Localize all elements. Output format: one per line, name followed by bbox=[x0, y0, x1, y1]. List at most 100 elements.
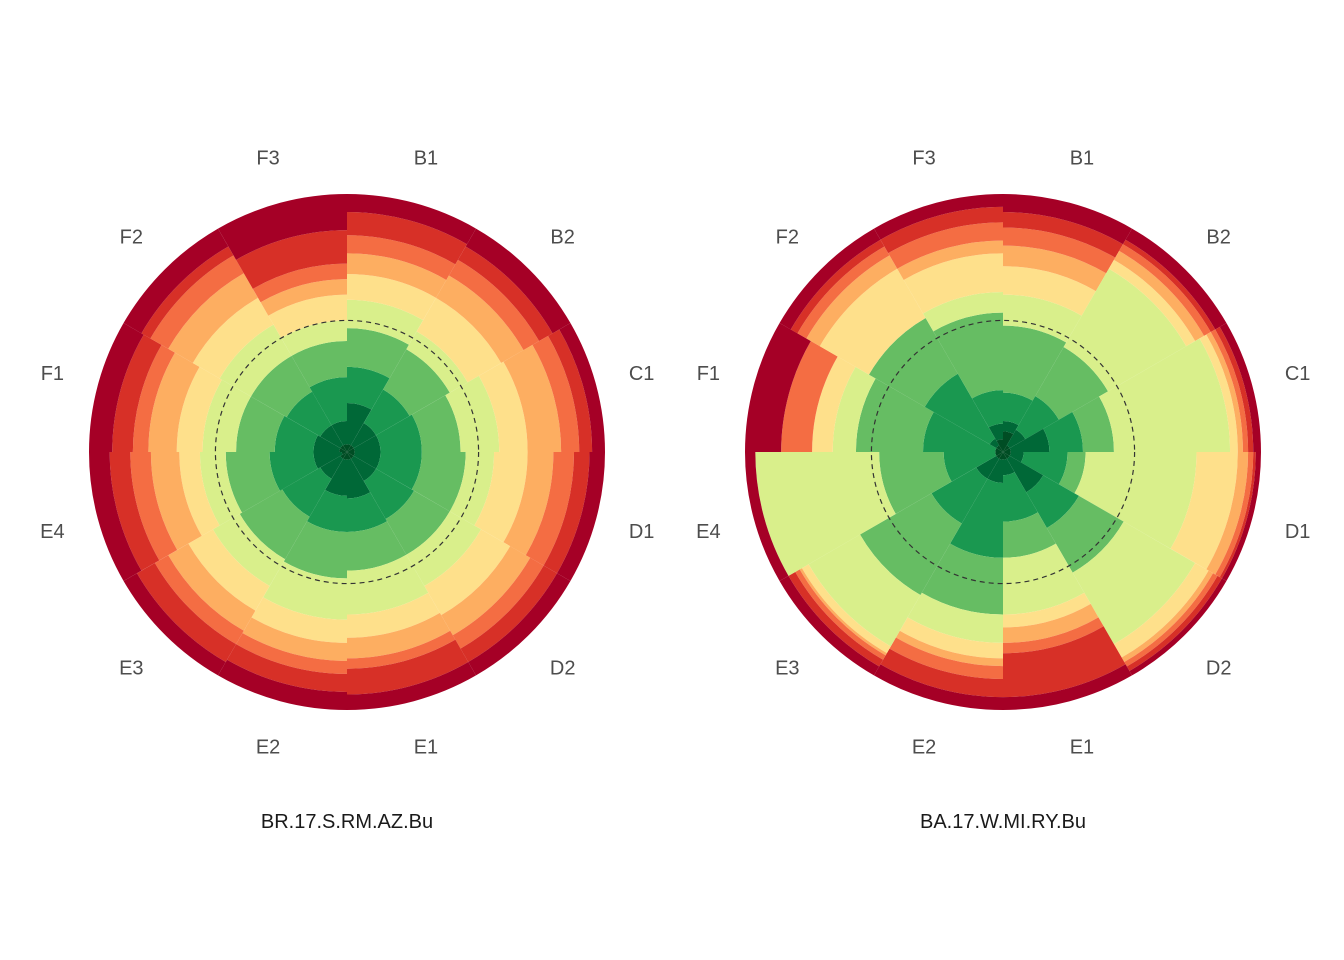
bar-segment-d1-level-6 bbox=[1170, 452, 1238, 570]
category-label-b2: B2 bbox=[550, 226, 574, 248]
bar-segment-e3-level-4 bbox=[860, 493, 962, 595]
chart-title-right: BA.17.W.MI.RY.Bu bbox=[920, 811, 1086, 833]
bar-segment-c1-level-8 bbox=[1210, 329, 1249, 452]
bar-segment-f2-level-10 bbox=[779, 228, 881, 330]
bar-segment-e3-level-8 bbox=[795, 569, 886, 660]
bar-segment-b1-level-7 bbox=[1003, 245, 1107, 292]
bar-segment-d2-level-6 bbox=[424, 529, 511, 616]
bar-segment-e3-level-9 bbox=[136, 562, 237, 663]
bar-segment-f2-level-3 bbox=[924, 373, 996, 445]
bar-segment-e3-level-6 bbox=[188, 529, 270, 611]
bar-segment-f1-level-6 bbox=[812, 356, 856, 452]
bar-segment-b2-level-6 bbox=[416, 297, 502, 383]
bar-segment-e2-level-2 bbox=[325, 458, 347, 496]
bar-segment-b1-level-8 bbox=[347, 235, 456, 280]
bar-segment-f3-level-8 bbox=[252, 263, 347, 303]
bar-segment-f3-level-7 bbox=[897, 240, 1003, 280]
bar-segment-d1-level-7 bbox=[503, 452, 554, 556]
category-label-c1: C1 bbox=[629, 363, 655, 385]
bar-segment-b2-level-3 bbox=[363, 389, 410, 436]
bar-segment-b2-level-9 bbox=[1122, 239, 1216, 333]
bar-segment-e4-level-3 bbox=[943, 452, 997, 482]
category-label-e3: E3 bbox=[119, 658, 143, 680]
bar-segment-f3-level-2 bbox=[331, 421, 347, 446]
bar-segment-b2-level-1 bbox=[347, 445, 354, 452]
category-label-b1: B1 bbox=[1070, 147, 1094, 169]
bar-segment-d1-level-4 bbox=[1058, 452, 1086, 494]
bar-segment-e3-level-8 bbox=[154, 555, 244, 645]
bar-segment-d2-level-5 bbox=[1072, 521, 1196, 645]
bar-segment-f2-level-4 bbox=[868, 317, 958, 407]
bar-segment-e2-level-10 bbox=[874, 664, 1003, 710]
bar-segment-f2-level-8 bbox=[797, 246, 890, 339]
bar-segment-f1-level-9 bbox=[112, 334, 162, 452]
bar-segment-f1-level-4 bbox=[236, 396, 285, 452]
bar-segment-b2-level-7 bbox=[436, 275, 524, 363]
bar-segment-e1-level-6 bbox=[347, 592, 440, 638]
bar-segment-d1-level-2 bbox=[353, 452, 381, 469]
bar-segment-f1-level-4 bbox=[855, 378, 934, 452]
bar-segment-d2-level-10 bbox=[1129, 578, 1227, 676]
bar-segment-b1-level-2 bbox=[347, 402, 372, 446]
bar-segment-e4-level-6 bbox=[179, 452, 220, 536]
bar-segment-f2-level-1 bbox=[340, 445, 347, 452]
bar-segment-f3-level-6 bbox=[268, 294, 347, 339]
bar-segment-e4-level-7 bbox=[150, 452, 202, 551]
bar-segment-e1-level-6 bbox=[1003, 592, 1091, 628]
bar-segment-d1-level-3 bbox=[1020, 452, 1068, 485]
bar-segment-f3-level-1 bbox=[996, 439, 1003, 452]
category-label-e1: E1 bbox=[1070, 737, 1094, 759]
bar-segment-b2-level-4 bbox=[1035, 346, 1109, 420]
bar-segment-e1-level-4 bbox=[1003, 512, 1056, 558]
bar-segment-b1-level-5 bbox=[1003, 294, 1082, 343]
bar-segment-e3-level-10 bbox=[123, 573, 226, 676]
bar-segment-c1-level-7 bbox=[1206, 332, 1243, 452]
bar-segment-b2-level-10 bbox=[465, 228, 571, 334]
bar-segment-c1-level-4 bbox=[1072, 396, 1114, 452]
bar-segment-c1-level-10 bbox=[559, 323, 605, 452]
bar-segment-f3-level-10 bbox=[874, 194, 1003, 240]
bar-segment-f3-level-8 bbox=[888, 222, 1003, 269]
bar-segment-e3-level-4 bbox=[239, 489, 310, 560]
bar-segment-e4-level-10 bbox=[745, 452, 789, 581]
bar-segment-d1-level-1 bbox=[347, 452, 355, 456]
bar-segment-b1-level-3 bbox=[347, 366, 390, 410]
bar-segment-e2-level-9 bbox=[880, 648, 1003, 698]
bar-segment-e1-level-4 bbox=[347, 521, 407, 571]
bar-segment-e2-level-6 bbox=[899, 617, 1003, 659]
bar-segment-b2-level-2 bbox=[350, 422, 377, 449]
bar-segment-e2-level-10 bbox=[218, 659, 347, 710]
bar-segment-d2-level-2 bbox=[350, 455, 377, 482]
bar-segment-e2-level-6 bbox=[251, 597, 347, 643]
bar-segment-e1-level-5 bbox=[347, 554, 429, 615]
bar-segment-c1-level-3 bbox=[1043, 412, 1083, 452]
bar-segment-e2-level-9 bbox=[227, 644, 347, 692]
bar-segment-d2-level-9 bbox=[1126, 575, 1222, 671]
bar-segment-f3-level-9 bbox=[880, 206, 1003, 254]
bar-segment-f1-level-8 bbox=[132, 344, 175, 452]
bar-segment-b1-level-9 bbox=[1003, 212, 1123, 258]
bar-segment-e3-level-6 bbox=[801, 564, 891, 654]
bar-segment-f1-level-5 bbox=[832, 366, 876, 452]
bar-segment-e2-level-4 bbox=[921, 543, 1003, 615]
bar-segment-d1-level-5 bbox=[449, 452, 495, 526]
bar-segment-c1-level-2 bbox=[353, 435, 381, 452]
bar-segment-e3-level-7 bbox=[168, 543, 256, 631]
bar-segment-d2-level-8 bbox=[1124, 573, 1218, 667]
bar-segment-c1-level-1 bbox=[1003, 448, 1011, 452]
bar-segment-c1-level-4 bbox=[411, 395, 461, 452]
bar-segment-d2-level-3 bbox=[363, 468, 415, 520]
bar-segment-e4-level-4 bbox=[879, 452, 952, 514]
bar-segment-b1-level-4 bbox=[347, 328, 409, 379]
polar-chart-right: B1 B2 C1 D1 D2 E1 E2 E3 E4 F1 F2 F3 bbox=[696, 147, 1310, 758]
bar-segment-e1-level-2 bbox=[347, 458, 371, 499]
bar-segment-e2-level-5 bbox=[907, 592, 1003, 643]
bar-segment-d2-level-5 bbox=[406, 511, 482, 587]
bar-segment-f2-level-10 bbox=[123, 228, 229, 334]
bar-segment-e3-level-2 bbox=[976, 455, 1000, 479]
bar-segment-c1-level-2 bbox=[1009, 428, 1050, 452]
bar-segment-e4-level-4 bbox=[225, 452, 280, 513]
bar-segment-b1-level-4 bbox=[1003, 325, 1067, 401]
bar-segment-c1-level-3 bbox=[376, 414, 422, 452]
